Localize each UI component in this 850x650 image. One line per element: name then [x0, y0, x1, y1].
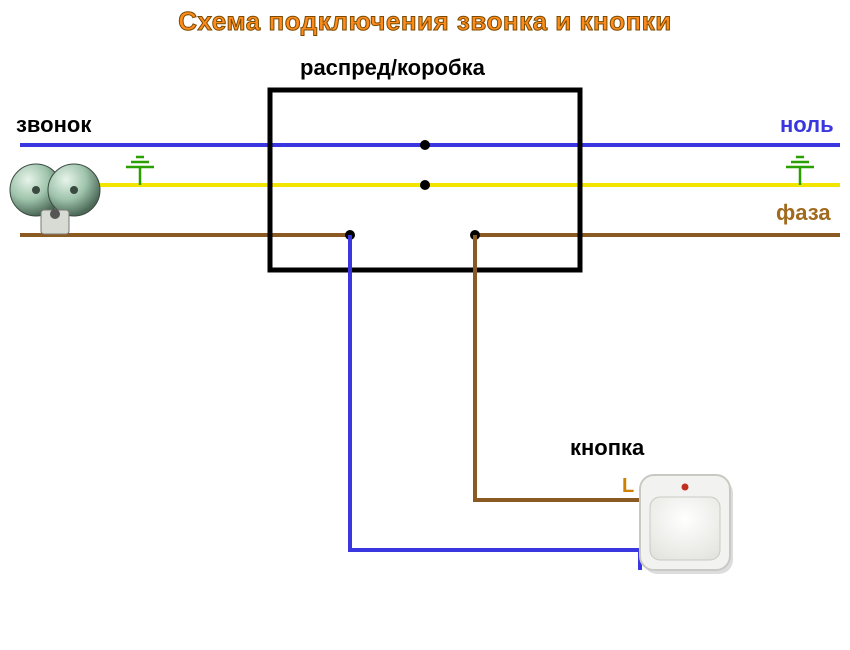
connection-node [420, 140, 430, 150]
diagram-stage: Схема подключения звонка и кнопки распре… [0, 0, 850, 650]
bell-icon [10, 164, 100, 234]
button-icon [640, 475, 733, 574]
wire-to-button-neutral [350, 235, 640, 570]
ground-icon [126, 157, 154, 185]
ground-symbols [126, 157, 814, 185]
connection-nodes [345, 140, 480, 240]
wiring-svg [0, 0, 850, 650]
ground-icon [786, 157, 814, 185]
wire-to-button-phase [475, 235, 700, 500]
connection-node [420, 180, 430, 190]
